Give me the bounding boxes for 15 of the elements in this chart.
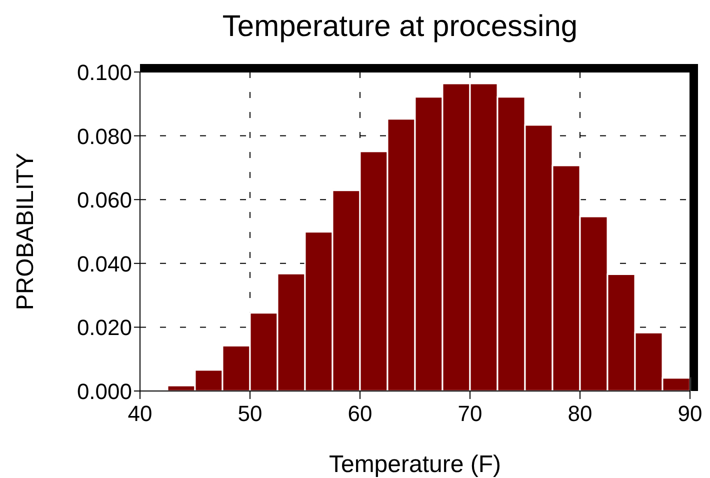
y-tick-label: 0.020	[76, 315, 132, 340]
y-tick-label: 0.040	[76, 251, 132, 276]
x-tick-label: 60	[348, 401, 372, 426]
x-tick-label: 90	[678, 401, 702, 426]
y-tick-label: 0.100	[76, 60, 132, 85]
y-axis-title: PROBABILITY	[12, 152, 39, 310]
y-tick-label: 0.000	[76, 379, 132, 404]
x-tick-label: 80	[568, 401, 592, 426]
x-tick-label: 50	[238, 401, 262, 426]
chart-title: Temperature at processing	[222, 10, 578, 43]
x-axis-title: Temperature (F)	[328, 451, 502, 478]
y-tick-label: 0.060	[76, 188, 132, 213]
y-tick-label: 0.080	[76, 124, 132, 149]
x-tick-label: 40	[128, 401, 152, 426]
x-tick-label: 70	[458, 401, 482, 426]
